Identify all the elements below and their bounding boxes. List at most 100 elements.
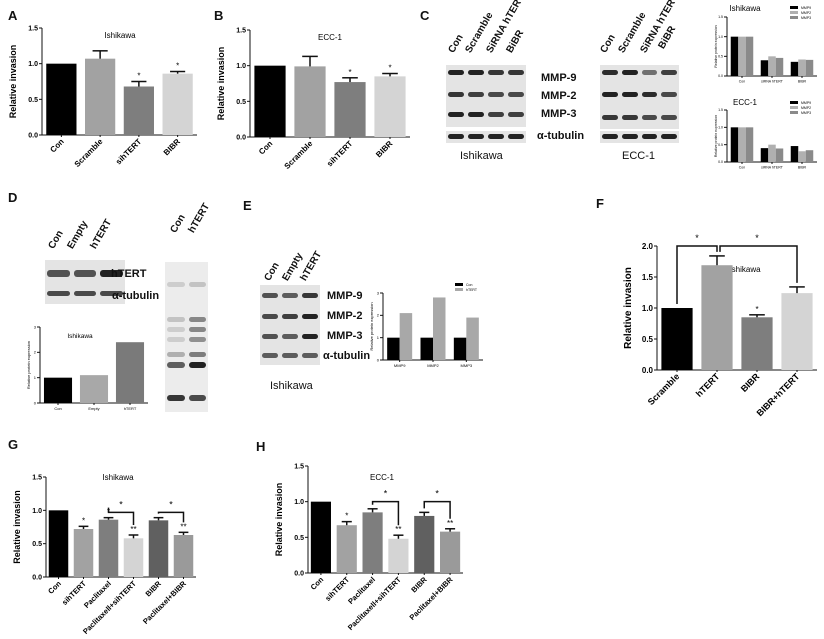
blot-band	[282, 293, 298, 298]
blot-band	[302, 334, 318, 339]
blot-band	[641, 134, 658, 139]
significance-marker: *	[176, 62, 179, 71]
y-tick-label: 1.5	[718, 15, 723, 19]
blot-band	[262, 334, 278, 339]
legend-label: Con	[466, 283, 472, 287]
y-tick-label: 2	[34, 350, 37, 355]
legend-label: MMP3	[801, 111, 811, 115]
blot-band	[282, 334, 298, 339]
legend-swatch	[790, 101, 798, 104]
y-tick-label: 1.0	[718, 126, 723, 130]
protein-label: MMP-3	[541, 108, 577, 120]
panel-label-e: E	[243, 198, 252, 213]
x-tick-label: BIBR	[374, 139, 394, 159]
blot-band	[448, 134, 464, 139]
x-tick-label: Con	[48, 137, 65, 154]
blot-band	[602, 134, 618, 139]
bar	[374, 76, 406, 137]
bar	[79, 375, 109, 403]
bar-mmp2	[798, 151, 806, 162]
blot-band	[188, 337, 206, 342]
x-tick-label: MMP2	[427, 363, 439, 368]
blot-band	[188, 282, 206, 287]
x-tick-label: BIBR+hTERT	[755, 371, 802, 418]
blot-band	[262, 293, 278, 298]
blot-band	[188, 317, 206, 322]
y-tick-label: 1.5	[28, 25, 38, 32]
blot-band	[167, 317, 185, 322]
bar	[48, 510, 69, 577]
bar-con	[387, 337, 400, 360]
y-tick-label: 0.5	[32, 541, 42, 548]
bar	[85, 58, 116, 135]
blot-caption: Ishikawa	[460, 150, 503, 162]
blot-caption: Ishikawa	[270, 380, 313, 392]
bar-mmp9	[790, 146, 799, 162]
bar	[115, 342, 145, 403]
y-tick-label: 1	[34, 375, 37, 380]
protein-label: MMP-2	[327, 310, 363, 322]
y-tick-label: 0.0	[236, 134, 246, 141]
blot-band	[167, 327, 185, 332]
y-axis-label: Relative protein expression	[714, 25, 718, 67]
significance-bracket	[107, 507, 135, 525]
chart-e: 0 1 2 3 Relative protein expression MMP9 MMP2 M…	[369, 283, 483, 368]
blot-band	[621, 70, 638, 75]
blot-band	[282, 353, 298, 358]
legend-label: hTERT	[466, 288, 478, 292]
blot-band	[621, 115, 638, 120]
blot-band	[100, 291, 123, 296]
x-tick-label: hTERT	[694, 371, 722, 399]
bar	[336, 525, 357, 573]
significance-marker: *	[345, 512, 348, 521]
y-tick-label: 1.5	[32, 474, 42, 481]
significance-marker: *	[82, 516, 85, 525]
blot-band	[302, 353, 318, 358]
bar	[123, 538, 144, 577]
blot-band	[602, 115, 618, 120]
significance-marker: *	[755, 305, 758, 314]
y-tick-label: 2	[377, 313, 380, 318]
blot-band	[602, 92, 618, 97]
bar	[362, 512, 383, 573]
bar-mmp2	[738, 36, 746, 76]
chart-f: 0.0 0.5 1.0 1.5 2.0 Relative invasion Ishikawa…	[623, 233, 817, 418]
bar	[73, 529, 94, 577]
y-tick-label: 0.0	[718, 74, 723, 78]
bar-mmp2	[738, 127, 746, 162]
x-tick-label: Paclitaxel+BIBR	[141, 579, 188, 626]
significance-marker: **	[130, 525, 136, 534]
protein-label: hTERT	[111, 268, 147, 280]
x-tick-label: sihTERT	[325, 139, 354, 168]
blot-band	[661, 115, 677, 120]
legend-label: MMP9	[801, 101, 811, 105]
x-tick-label: BIBR	[162, 137, 182, 157]
bar	[148, 520, 169, 577]
blot-band	[448, 92, 464, 97]
legend-label: MMP3	[801, 16, 811, 20]
bar-con	[453, 337, 467, 360]
bar-mmp9	[730, 127, 739, 162]
y-tick-label: 0	[377, 357, 380, 362]
blot-band	[188, 395, 206, 401]
bar	[46, 63, 77, 135]
bar-mmp3	[775, 148, 784, 162]
y-tick-label: 0.0	[32, 574, 42, 581]
blot-band	[508, 112, 524, 117]
chart-a: 0.0 0.5 1.0 1.5 Relative invasion Ishikawa Con…	[8, 25, 197, 169]
y-tick-label: 1.5	[718, 108, 723, 112]
significance-marker: *	[388, 64, 391, 73]
y-tick-label: 3	[377, 290, 380, 295]
bar	[701, 265, 733, 370]
blot-band	[468, 134, 484, 139]
blot-band	[167, 352, 185, 357]
bracket-label: *	[755, 233, 759, 243]
chart-title: ECC-1	[733, 98, 758, 107]
blot-band	[621, 92, 638, 97]
panel-label-a: A	[8, 8, 18, 23]
y-tick-label: 1.5	[236, 27, 246, 34]
bar	[43, 377, 73, 403]
